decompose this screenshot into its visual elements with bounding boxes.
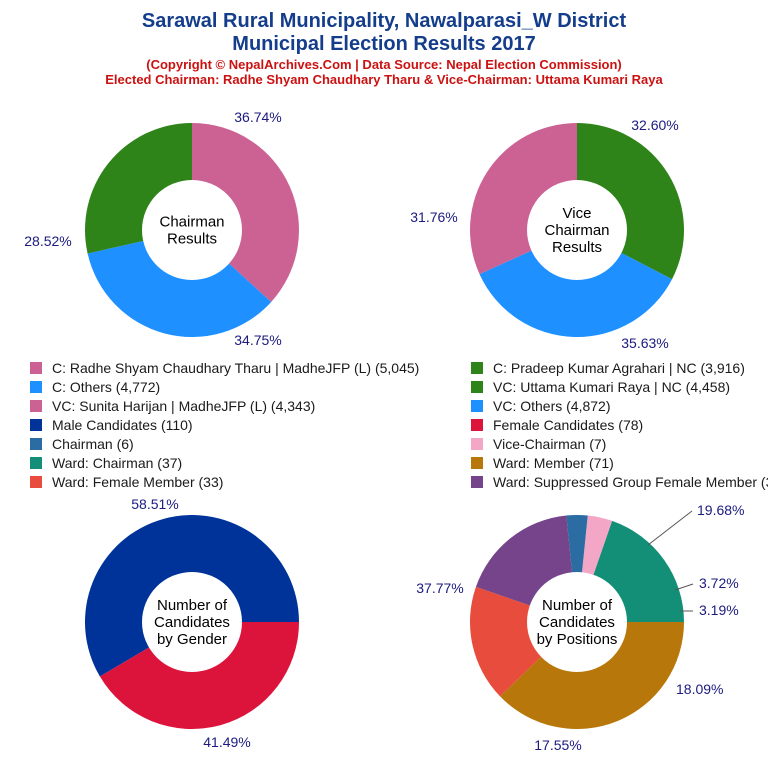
legend-swatch	[471, 400, 483, 412]
slice-percent-label: 18.09%	[676, 681, 723, 697]
legend-item: C: Pradeep Kumar Agrahari | NC (3,916)	[471, 360, 745, 376]
slice-percent-label: 19.68%	[697, 502, 744, 518]
legend-label: C: Radhe Shyam Chaudhary Tharu | MadheJF…	[52, 360, 419, 376]
legend-item: Ward: Member (71)	[471, 455, 614, 471]
legend-swatch	[30, 457, 42, 469]
slice-percent-label: 32.60%	[631, 117, 678, 133]
legend-label: Female Candidates (78)	[493, 417, 643, 433]
legend-item: Male Candidates (110)	[30, 417, 193, 433]
legend-swatch	[471, 419, 483, 431]
slice-percent-label: 17.55%	[534, 737, 581, 753]
donut-center-label: Number of	[157, 597, 228, 614]
legend-label: Ward: Member (71)	[493, 455, 614, 471]
pie-slice	[99, 622, 300, 730]
legend-item: VC: Others (4,872)	[471, 398, 611, 414]
legend-label: Ward: Female Member (33)	[52, 474, 223, 490]
legend-swatch	[30, 476, 42, 488]
legend-label: Ward: Suppressed Group Female Member (34…	[493, 474, 768, 490]
legend-label: Male Candidates (110)	[52, 417, 193, 433]
legend-swatch	[471, 476, 483, 488]
pie-slice	[566, 514, 588, 622]
legend: C: Radhe Shyam Chaudhary Tharu | MadheJF…	[30, 360, 768, 490]
pie-slice	[192, 123, 299, 302]
legend-item: Ward: Chairman (37)	[30, 455, 182, 471]
legend-item: Female Candidates (78)	[471, 417, 643, 433]
chart-title-line1: Sarawal Rural Municipality, Nawalparasi_…	[142, 10, 627, 32]
chart-subtitle-elected: Elected Chairman: Radhe Shyam Chaudhary …	[105, 72, 663, 87]
legend-label: Ward: Chairman (37)	[52, 455, 182, 471]
legend-label: C: Others (4,772)	[52, 379, 160, 395]
legend-item: Chairman (6)	[30, 436, 134, 452]
donut-hole	[527, 180, 627, 280]
donut-charts: ChairmanResults36.74%34.75%28.52%ViceCha…	[24, 109, 744, 753]
pie-slice	[479, 230, 673, 337]
donut-hole	[142, 572, 242, 672]
donut-center-label: by Gender	[157, 631, 227, 648]
legend-item: C: Others (4,772)	[30, 379, 160, 395]
donut-center-label: Results	[167, 231, 217, 248]
slice-percent-label: 58.51%	[131, 496, 178, 512]
legend-item: Ward: Suppressed Group Female Member (34…	[471, 474, 768, 490]
donut-hole	[527, 572, 627, 672]
legend-swatch	[30, 362, 42, 374]
leader-line	[647, 510, 693, 546]
donut-center-label: Vice	[563, 205, 592, 222]
legend-label: Chairman (6)	[52, 436, 134, 452]
legend-swatch	[30, 419, 42, 431]
chart-subtitle-copyright: (Copyright © NepalArchives.Com | Data So…	[146, 57, 622, 72]
donut-hole	[142, 180, 242, 280]
legend-item: Vice-Chairman (7)	[471, 436, 606, 452]
legend-item: C: Radhe Shyam Chaudhary Tharu | MadheJF…	[30, 360, 419, 376]
slice-percent-label: 28.52%	[24, 233, 71, 249]
legend-label: C: Pradeep Kumar Agrahari | NC (3,916)	[493, 360, 745, 376]
donut-center-label: Number of	[542, 597, 613, 614]
legend-label: VC: Uttama Kumari Raya | NC (4,458)	[493, 379, 730, 395]
slice-percent-label: 3.19%	[699, 602, 739, 618]
legend-swatch	[471, 457, 483, 469]
leader-line	[674, 583, 694, 591]
slice-percent-label: 36.74%	[234, 109, 281, 125]
pie-slice	[87, 230, 272, 337]
legend-label: Vice-Chairman (7)	[493, 436, 606, 452]
legend-label: VC: Others (4,872)	[493, 398, 611, 414]
slice-percent-label: 41.49%	[203, 734, 250, 750]
legend-swatch	[471, 381, 483, 393]
legend-item: VC: Sunita Harijan | MadheJFP (L) (4,343…	[30, 398, 315, 414]
slice-percent-label: 31.76%	[410, 209, 457, 225]
chart-title-line2: Municipal Election Results 2017	[232, 33, 535, 55]
slice-percent-label: 34.75%	[234, 332, 281, 348]
legend-swatch	[30, 438, 42, 450]
slice-percent-label: 3.72%	[699, 575, 739, 591]
donut-center-label: Candidates	[539, 614, 615, 631]
legend-swatch	[471, 438, 483, 450]
legend-item: VC: Uttama Kumari Raya | NC (4,458)	[471, 379, 730, 395]
legend-swatch	[30, 381, 42, 393]
pie-slice	[500, 622, 684, 730]
legend-swatch	[471, 362, 483, 374]
donut-center-label: Chairman	[159, 214, 224, 231]
donut-center-label: Chairman	[544, 222, 609, 239]
donut-center-label: Results	[552, 239, 602, 256]
slice-percent-label: 35.63%	[621, 335, 668, 351]
legend-item: Ward: Female Member (33)	[30, 474, 223, 490]
legend-swatch	[30, 400, 42, 412]
donut-center-label: by Positions	[537, 631, 618, 648]
donut-center-label: Candidates	[154, 614, 230, 631]
legend-label: VC: Sunita Harijan | MadheJFP (L) (4,343…	[52, 398, 315, 414]
slice-percent-label: 37.77%	[416, 580, 463, 596]
